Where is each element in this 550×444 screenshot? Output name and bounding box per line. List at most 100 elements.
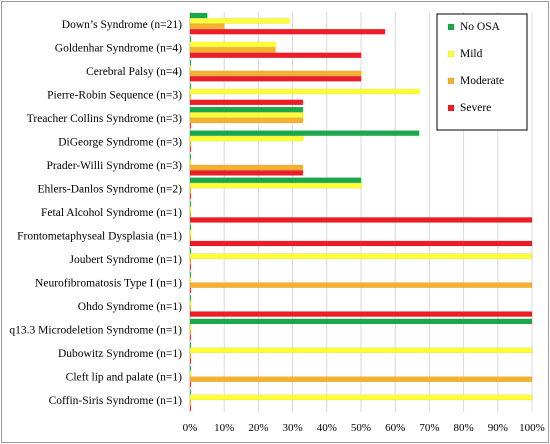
category-label: Joubert Syndrome (n=1) bbox=[69, 254, 182, 266]
legend-swatch bbox=[447, 104, 455, 112]
category-label: Dubowitz Syndrome (n=1) bbox=[58, 348, 182, 360]
category-label: Fetal Alcohol Syndrome (n=1) bbox=[41, 207, 182, 219]
bar-no-osa bbox=[189, 153, 192, 160]
bar-severe bbox=[189, 405, 192, 411]
bar-no-osa bbox=[189, 36, 192, 42]
bar-mild bbox=[189, 324, 192, 330]
category-label: Neurofibromatosis Type I (n=1) bbox=[35, 278, 182, 290]
bar-no-osa bbox=[189, 59, 192, 66]
bar-no-osa bbox=[189, 248, 192, 254]
x-tick-label: 10% bbox=[214, 422, 234, 434]
category-label: q13.3 Microdeletion Syndrome (n=1) bbox=[9, 325, 182, 337]
bar-severe bbox=[189, 123, 192, 129]
bar-moderate bbox=[189, 70, 362, 77]
legend-label: Moderate bbox=[460, 75, 504, 87]
bar-moderate bbox=[189, 164, 304, 171]
bar-mild bbox=[189, 276, 192, 283]
bar-moderate bbox=[189, 400, 192, 406]
bar-no-osa bbox=[189, 130, 420, 136]
category-label: DiGeorge Syndrome (n=3) bbox=[58, 136, 182, 148]
bar-severe bbox=[189, 334, 192, 341]
legend-swatch bbox=[447, 50, 455, 58]
category-labels: Down’s Syndrome (n=21) Goldenhar Syndrome… bbox=[9, 19, 182, 407]
bar-no-osa bbox=[189, 295, 192, 301]
bar-severe bbox=[189, 287, 192, 294]
legend-label: Mild bbox=[460, 48, 483, 60]
bar-severe bbox=[189, 264, 192, 270]
bar-no-osa bbox=[189, 12, 208, 19]
bar-moderate bbox=[189, 376, 533, 383]
category-label: Prader-Willi Syndrome (n=3) bbox=[47, 160, 183, 172]
bar-mild bbox=[189, 18, 290, 24]
bar-no-osa bbox=[189, 200, 192, 207]
bar-no-osa bbox=[189, 365, 192, 372]
category-label: Pierre-Robin Sequence (n=3) bbox=[47, 89, 182, 101]
bar-severe bbox=[189, 28, 386, 35]
bar-severe bbox=[189, 99, 304, 106]
x-tick-label: 70% bbox=[419, 422, 439, 434]
x-tick-label: 80% bbox=[454, 422, 474, 434]
bar-mild bbox=[189, 88, 420, 95]
bar-mild bbox=[189, 347, 533, 354]
x-tick-label: 30% bbox=[283, 422, 303, 434]
bar-mild bbox=[189, 135, 304, 142]
legend-label: No OSA bbox=[460, 21, 501, 33]
bar-no-osa bbox=[189, 271, 192, 278]
bar-severe bbox=[189, 381, 192, 388]
bar-no-osa bbox=[189, 224, 192, 231]
legend-swatch bbox=[447, 77, 455, 85]
bar-moderate bbox=[189, 23, 225, 30]
bar-severe bbox=[189, 52, 362, 58]
bar-mild bbox=[189, 159, 192, 165]
x-tick-label: 40% bbox=[317, 422, 337, 434]
category-label: Goldenhar Syndrome (n=4) bbox=[55, 42, 182, 54]
category-label: Cleft lip and palate (n=1) bbox=[66, 372, 183, 384]
bar-moderate bbox=[189, 47, 276, 53]
bar-moderate bbox=[189, 211, 192, 218]
bar-severe bbox=[189, 240, 533, 247]
bar-moderate bbox=[189, 94, 192, 100]
bar-no-osa bbox=[189, 83, 192, 89]
x-tick-label: 100% bbox=[519, 422, 545, 434]
bar-severe bbox=[189, 358, 192, 364]
bar-moderate bbox=[189, 235, 192, 241]
bar-severe bbox=[189, 193, 192, 200]
bar-moderate bbox=[189, 329, 192, 335]
category-label: Down’s Syndrome (n=21) bbox=[62, 19, 182, 31]
bar-moderate bbox=[189, 188, 192, 194]
bar-moderate bbox=[189, 305, 192, 312]
bars bbox=[189, 12, 533, 411]
bar-mild bbox=[189, 112, 304, 118]
legend: No OSA Mild Moderate Severe bbox=[436, 13, 528, 131]
category-label: Cerebral Palsy (n=4) bbox=[86, 66, 182, 78]
legend-swatch bbox=[447, 23, 455, 31]
category-label: Coffin-Siris Syndrome (n=1) bbox=[49, 395, 183, 407]
x-tick-label: 20% bbox=[248, 422, 268, 434]
bar-moderate bbox=[189, 117, 304, 124]
bar-severe bbox=[189, 311, 533, 317]
bar-severe bbox=[189, 217, 533, 223]
bar-mild bbox=[189, 65, 192, 71]
bar-no-osa bbox=[189, 342, 192, 348]
x-tick-label: 90% bbox=[488, 422, 508, 434]
bar-mild bbox=[189, 394, 533, 401]
bar-moderate bbox=[189, 282, 533, 288]
bar-no-osa bbox=[189, 318, 533, 325]
bar-moderate bbox=[189, 352, 192, 359]
x-tick-label: 0% bbox=[183, 422, 198, 434]
bar-no-osa bbox=[189, 106, 304, 113]
category-label: Ehlers-Danlos Syndrome (n=2) bbox=[38, 183, 183, 195]
bar-moderate bbox=[189, 141, 192, 147]
x-tick-label: 60% bbox=[385, 422, 405, 434]
bar-severe bbox=[189, 146, 192, 153]
bar-moderate bbox=[189, 258, 192, 265]
bar-severe bbox=[189, 170, 304, 176]
bar-no-osa bbox=[189, 177, 362, 183]
bar-mild bbox=[189, 300, 192, 307]
bar-severe bbox=[189, 76, 362, 82]
category-label: Ohdo Syndrome (n=1) bbox=[78, 301, 182, 313]
legend-label: Severe bbox=[460, 102, 491, 114]
category-label: Treacher Collins Syndrome (n=3) bbox=[27, 113, 182, 125]
bar-no-osa bbox=[189, 389, 192, 395]
